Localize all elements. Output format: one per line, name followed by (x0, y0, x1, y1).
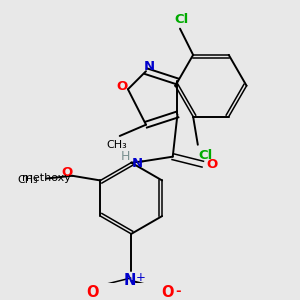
Text: CH₃: CH₃ (106, 140, 127, 150)
Text: O: O (61, 167, 72, 179)
Text: methoxy: methoxy (22, 172, 70, 183)
Text: N: N (132, 157, 143, 170)
Text: O: O (206, 158, 218, 171)
Text: O: O (117, 80, 128, 93)
Text: Cl: Cl (198, 149, 212, 163)
Text: O: O (87, 286, 99, 300)
Text: -: - (175, 285, 181, 298)
Text: O: O (162, 286, 174, 300)
Text: H: H (121, 150, 130, 163)
Text: CH₃: CH₃ (18, 175, 38, 184)
Text: N: N (144, 60, 155, 73)
Text: N: N (123, 273, 136, 288)
Text: Cl: Cl (175, 13, 189, 26)
Text: +: + (136, 271, 146, 284)
